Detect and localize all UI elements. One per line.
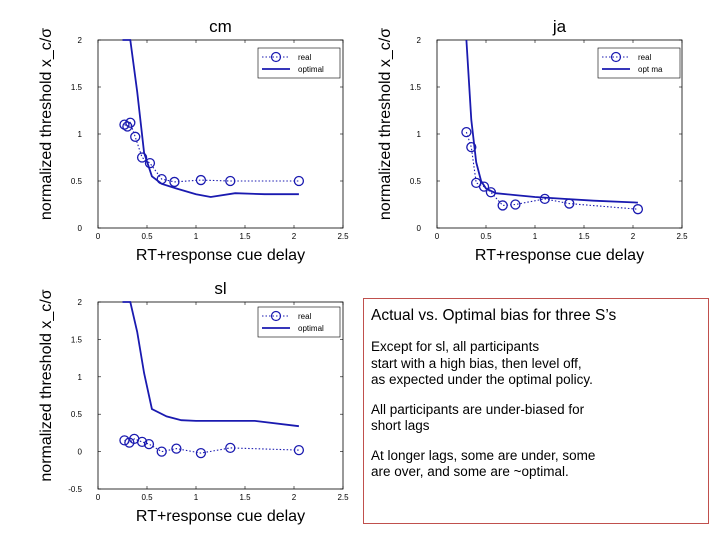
y-axis-label: normalized threshold x_c/σ (38, 28, 55, 220)
data-point (195, 447, 207, 459)
series-line-real (465, 131, 638, 210)
summary-paragraph-3: At longer lags, some are under, some are… (371, 447, 596, 480)
y-tick-label: 2 (78, 36, 83, 45)
y-tick-label: 0 (78, 224, 83, 233)
y-tick-label: 2 (78, 298, 83, 307)
x-tick-label: 1.5 (578, 232, 590, 241)
data-point (143, 438, 155, 450)
chart-ja: 0 0.5 1 1.5 2 2.5 0 0.5 1 1.5 2 ja RT+response cue d… (377, 17, 688, 264)
data-point (461, 126, 472, 138)
y-tick-label: 0 (417, 224, 422, 233)
y-tick-label: 1.5 (410, 83, 422, 92)
legend-entry: optimal (298, 324, 324, 333)
y-tick-label: 0.5 (71, 177, 83, 186)
x-tick-label: 0.5 (141, 232, 153, 241)
data-point (119, 119, 130, 130)
data-point (510, 199, 521, 210)
y-tick-label: 1.5 (71, 335, 83, 344)
data-point (156, 446, 167, 457)
legend-entry: real (298, 53, 312, 62)
x-tick-label: 2 (292, 232, 297, 241)
x-axis-label: RT+response cue delay (475, 247, 644, 264)
series-line-opt-ma (465, 39, 638, 204)
series-line-real (124, 121, 299, 183)
legend-marker (270, 310, 282, 322)
legend-entry: opt ma (638, 65, 663, 74)
x-tick-label: 2.5 (676, 232, 688, 241)
summary-paragraph-1: Except for sl, all participants start wi… (371, 339, 593, 387)
x-tick-label: 2 (292, 493, 297, 502)
series-line-real (124, 438, 299, 454)
y-tick-label: -0.5 (68, 485, 82, 494)
y-axis-label: normalized threshold x_c/σ (38, 289, 55, 481)
legend-marker (270, 51, 282, 63)
data-point (293, 175, 305, 187)
chart-sl: 0 0.5 1 1.5 2 2.5 -0.5 0 0.5 1 1.5 2 sl RT+response c… (38, 279, 349, 525)
data-point (497, 200, 508, 211)
y-tick-label: 1 (78, 373, 83, 382)
y-tick-label: 0.5 (410, 177, 422, 186)
x-tick-label: 0 (435, 232, 440, 241)
y-tick-label: 1 (417, 130, 422, 139)
chart-title: ja (552, 17, 567, 36)
data-point (171, 443, 182, 454)
x-tick-label: 0.5 (141, 493, 153, 502)
data-point (169, 176, 180, 188)
x-tick-label: 2.5 (337, 232, 349, 241)
x-tick-label: 0 (96, 493, 101, 502)
data-point (225, 175, 236, 187)
x-tick-label: 1 (533, 232, 538, 241)
chart-title: sl (214, 279, 226, 298)
legend-marker (610, 51, 622, 63)
x-tick-label: 1 (194, 493, 199, 502)
data-point (136, 436, 148, 448)
x-tick-label: 1.5 (239, 232, 251, 241)
x-tick-label: 0.5 (480, 232, 492, 241)
data-point (125, 117, 136, 128)
chart-cm: 0 0.5 1 1.5 2 2.5 0 0.5 1 1.5 2 cm RT+response cue d… (38, 17, 349, 264)
legend-entry: real (298, 312, 312, 321)
chart-title: cm (209, 17, 232, 36)
data-point (130, 131, 141, 142)
data-point (478, 181, 490, 192)
data-point (195, 174, 207, 186)
legend-box (257, 47, 341, 79)
data-point (466, 142, 477, 153)
series-line-optimal (122, 301, 300, 428)
legend-entry: optimal (298, 65, 324, 74)
y-tick-label: 0.5 (71, 410, 83, 419)
x-tick-label: 2.5 (337, 493, 349, 502)
y-tick-label: 1.5 (71, 83, 83, 92)
x-tick-label: 1.5 (239, 493, 251, 502)
data-point (293, 444, 305, 456)
legend-entry: real (638, 53, 652, 62)
y-tick-label: 1 (78, 130, 83, 139)
legend-box (257, 306, 341, 338)
summary-paragraph-2: All participants are under-biased for sh… (371, 401, 585, 434)
x-tick-label: 1 (194, 232, 199, 241)
series-line-optimal (122, 39, 299, 198)
legend-box (597, 47, 681, 79)
y-tick-label: 2 (417, 36, 422, 45)
x-axis-label: RT+response cue delay (136, 508, 305, 525)
x-axis-label: RT+response cue delay (136, 247, 305, 264)
x-tick-label: 0 (96, 232, 101, 241)
data-point (539, 193, 550, 205)
summary-title: Actual vs. Optimal bias for three S’s (371, 307, 617, 324)
data-point (119, 435, 130, 446)
summary-textbox: Actual vs. Optimal bias for three S’s Ex… (363, 298, 709, 524)
y-tick-label: 0 (78, 448, 83, 457)
x-tick-label: 2 (631, 232, 636, 241)
data-point (225, 442, 236, 454)
data-point (632, 204, 644, 215)
y-axis-label: normalized threshold x_c/σ (377, 28, 394, 220)
